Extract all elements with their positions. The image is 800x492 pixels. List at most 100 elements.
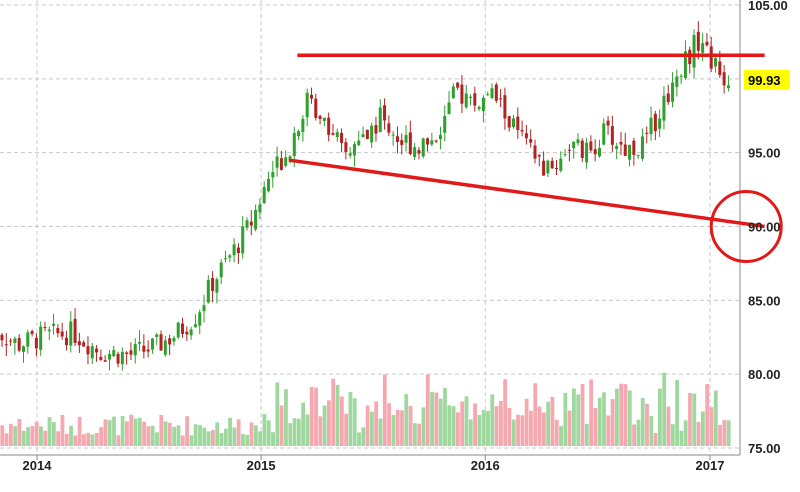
volume-bar [468,419,473,446]
volume-bar [524,398,529,446]
volume-bar [451,406,456,446]
volume-bar [99,427,104,446]
volume-bar [692,393,697,446]
candle-body [554,167,558,169]
candle-body [421,138,425,157]
volume-bar [172,426,177,446]
volume-bar [473,403,477,446]
volume-bar [610,399,615,446]
candle-body [309,94,313,99]
candle-body [636,154,640,156]
volume-bar [670,424,675,446]
volume-bar [155,432,159,446]
volume-bar [477,415,482,446]
volume-bar [30,426,35,446]
volume-bar [434,392,439,446]
candle-body [679,75,683,77]
candle-body [383,105,387,121]
candle-body [649,117,653,135]
candle-body [529,139,533,143]
candle-body [155,334,159,338]
volume-bar [632,424,637,446]
volume-bar [541,412,546,446]
volume-bar [567,410,572,446]
volume-bar [305,414,310,446]
candle-body [662,95,666,121]
volume-bar [219,433,224,446]
volume-bar [486,410,490,446]
x-tick-label: 2017 [696,458,725,473]
candle-body [456,82,460,88]
candle-body [408,132,412,155]
volume-bar [421,407,426,446]
candle-body [13,338,17,343]
volume-bar [365,405,370,446]
y-tick-label: 95.00 [748,146,781,161]
volume-bar [176,425,181,446]
candle-body [133,344,137,356]
candle-body [606,120,610,126]
y-tick-label: 105.00 [748,0,788,13]
price-candles [0,21,730,371]
trendline-annotations [288,53,783,263]
candle-body [224,258,228,260]
volume-bar [206,431,211,446]
volume-bar [94,432,99,446]
candle-body [129,350,133,355]
volume-bar [129,414,134,446]
candle-body [653,113,657,132]
candle-body [640,136,644,159]
candle-body [443,116,447,133]
candle-body [150,338,154,350]
candle-body [73,318,77,343]
candle-body [236,247,240,253]
volume-bar [4,433,9,446]
candle-body [82,342,86,347]
candle-body [219,262,223,278]
candle-body [426,138,430,145]
candle-body [340,132,344,143]
volume-bar [21,430,26,446]
volume-bar [327,400,331,446]
y-tick-label: 90.00 [748,220,781,235]
candle-body [112,350,116,357]
candle-body [615,145,619,150]
candle-body [120,351,124,365]
volume-bar [8,423,13,446]
y-tick-label: 75.00 [748,441,781,456]
volume-bar [533,383,538,446]
volume-bar [215,422,220,446]
candle-body [585,142,589,163]
volume-bar [516,414,520,446]
candle-body [146,349,150,352]
candle-body [0,334,4,341]
volume-bar [262,414,267,446]
volume-bar [60,414,65,446]
candle-body [473,93,477,106]
candle-body [365,129,369,140]
volume-bar [241,434,245,446]
volume-bar [69,425,73,446]
volume-bar [47,417,52,446]
candle-body [709,46,713,69]
candle-body [610,126,614,145]
candle-body [550,160,554,169]
volume-bar [167,422,172,446]
candle-body [546,160,550,174]
volume-bar [683,420,688,446]
volume-bar [666,406,671,446]
candle-body [391,134,395,136]
candle-body [490,88,494,99]
candle-body [619,142,623,145]
candle-body [404,134,408,143]
volume-bar [597,397,602,446]
candle-body [623,144,627,156]
volume-bar [602,392,606,446]
candle-body [481,97,485,112]
candle-body [718,61,722,76]
volume-bar [490,394,495,446]
volume-bar [657,388,662,446]
candle-body [537,154,541,157]
candle-body [692,34,696,68]
